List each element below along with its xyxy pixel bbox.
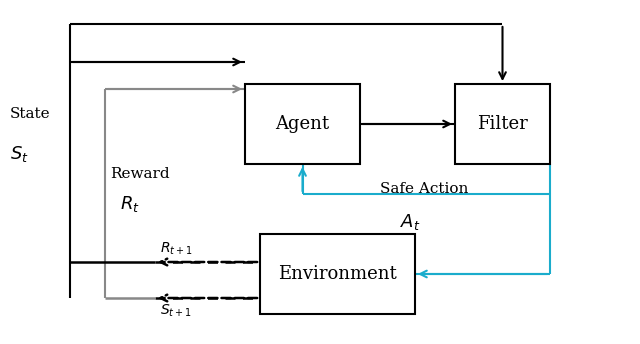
Text: Agent: Agent	[275, 115, 330, 133]
Text: Environment: Environment	[278, 265, 397, 283]
Text: Filter: Filter	[477, 115, 528, 133]
Text: Reward: Reward	[110, 167, 170, 181]
Text: $S_t$: $S_t$	[10, 144, 29, 164]
Text: $A_t$: $A_t$	[400, 212, 420, 232]
FancyBboxPatch shape	[245, 84, 360, 164]
Text: $R_t$: $R_t$	[120, 194, 140, 214]
FancyBboxPatch shape	[260, 234, 415, 314]
Text: $R_{t+1}$: $R_{t+1}$	[160, 240, 193, 257]
Text: Safe Action: Safe Action	[380, 182, 468, 196]
Text: $S_{t+1}$: $S_{t+1}$	[160, 303, 192, 319]
Text: State: State	[10, 107, 51, 121]
FancyBboxPatch shape	[455, 84, 550, 164]
